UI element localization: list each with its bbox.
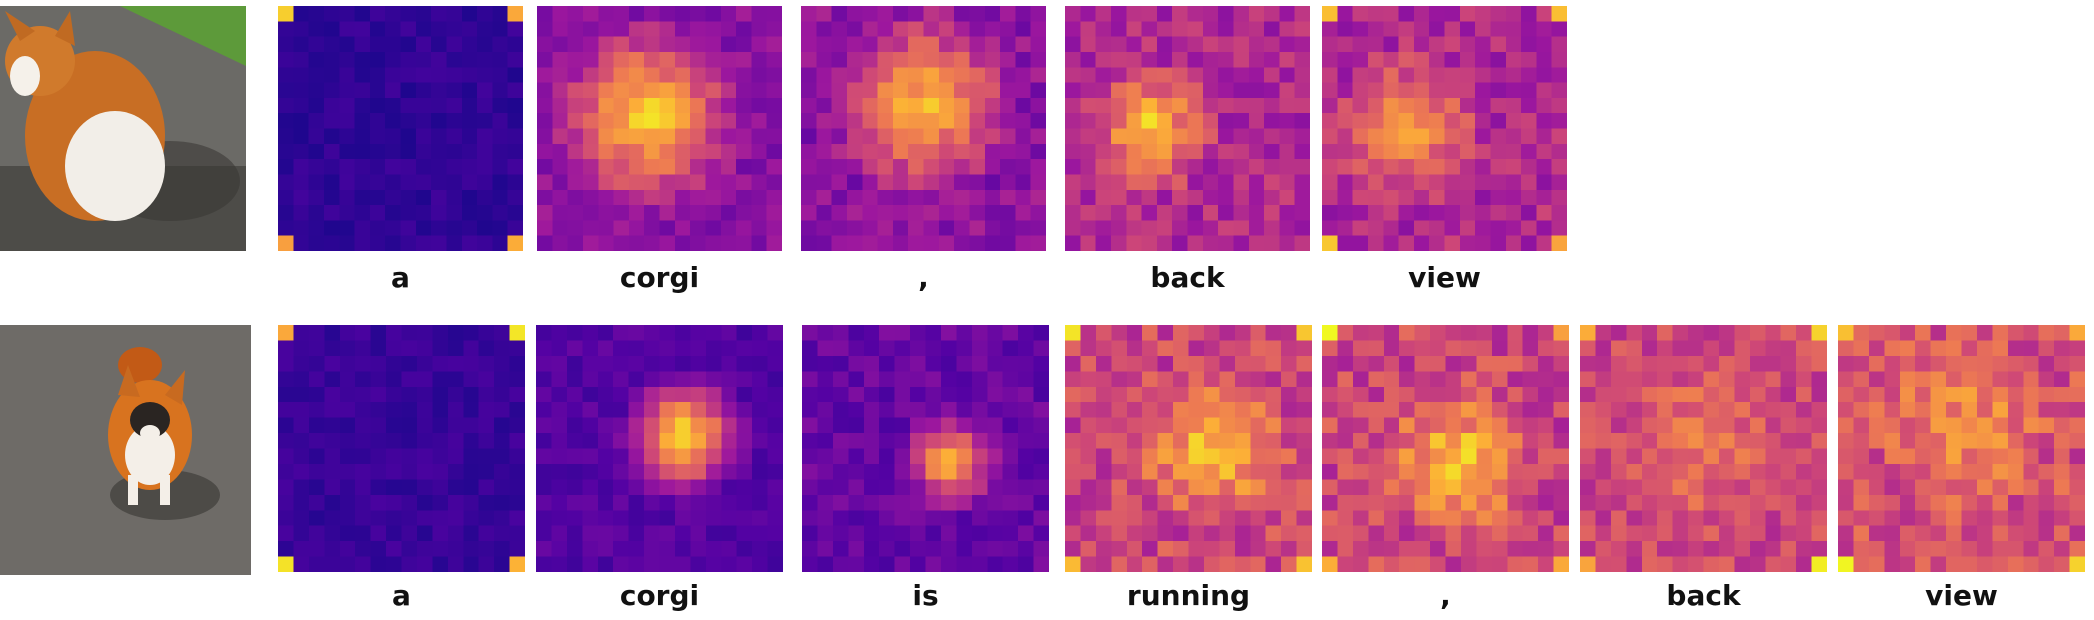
token-label: is — [912, 579, 939, 612]
token-label: , — [918, 261, 929, 294]
corgi-back-view-photo — [0, 6, 246, 251]
attention-map-2-5 — [1322, 325, 1569, 572]
attention-map-2-1 — [278, 325, 525, 572]
attention-map-1-5 — [1322, 6, 1567, 251]
token-label: back — [1150, 261, 1225, 294]
token-label: view — [1408, 261, 1481, 294]
attention-map-1-4 — [1065, 6, 1310, 251]
corgi-running-photo — [0, 325, 251, 575]
token-label: corgi — [619, 261, 700, 294]
attention-map-2-7 — [1838, 325, 2085, 572]
token-label: corgi — [619, 579, 700, 612]
token-label: view — [1925, 579, 1998, 612]
token-label: a — [392, 579, 411, 612]
attention-map-1-3 — [801, 6, 1046, 251]
attention-map-1-2 — [537, 6, 782, 251]
attention-map-2-6 — [1580, 325, 1827, 572]
attention-map-2-4 — [1065, 325, 1312, 572]
attention-map-2-3 — [802, 325, 1049, 572]
token-label: back — [1666, 579, 1741, 612]
token-label: a — [391, 261, 410, 294]
attention-map-2-2 — [536, 325, 783, 572]
token-label: running — [1126, 579, 1251, 612]
token-label: , — [1440, 579, 1451, 612]
attention-map-1-1 — [278, 6, 523, 251]
